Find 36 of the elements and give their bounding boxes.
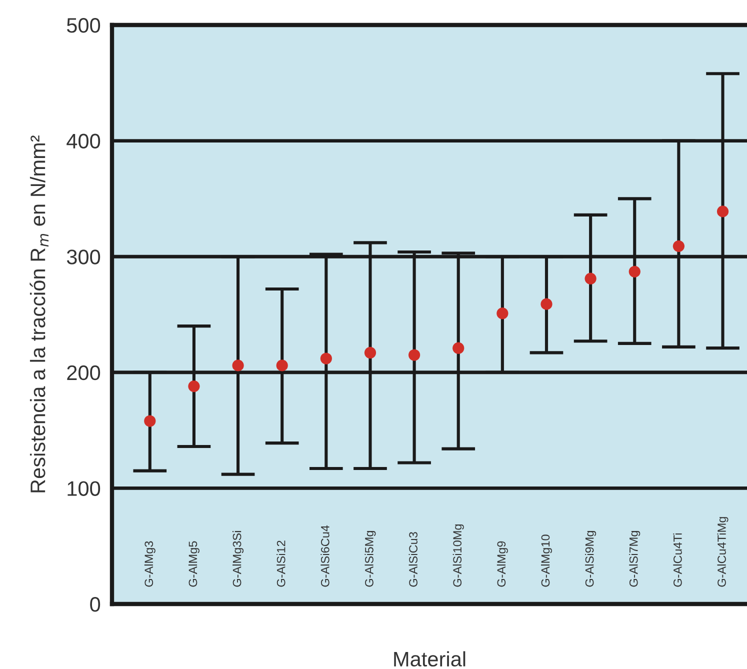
x-tick-label: G-AlSi10Mg	[452, 524, 464, 587]
x-axis-title: Material	[394, 651, 466, 667]
point	[584, 272, 596, 284]
x-tick-label: G-AlSi5Mg	[364, 531, 376, 587]
point	[452, 342, 464, 354]
x-tick-label: G-AlSiCu3	[408, 532, 418, 587]
point	[144, 415, 156, 427]
x-tick-label: G-AlSi6Cu4	[320, 525, 330, 587]
point	[716, 206, 729, 218]
y-axis-title: Resistencia a la tracción R$_{m}$ en N/mm²	[30, 136, 48, 492]
point	[628, 266, 640, 278]
x-tick-label: G-AlSi12	[276, 540, 286, 587]
point	[188, 380, 200, 392]
x-tick-label: G-AlMg9	[496, 541, 508, 587]
point	[540, 298, 552, 310]
y-tick-label: 100	[68, 481, 100, 496]
point	[320, 352, 332, 364]
y-tick-label: 200	[67, 365, 100, 380]
point	[672, 240, 685, 252]
point	[408, 349, 420, 361]
point	[276, 360, 288, 372]
y-tick-label: 300	[66, 250, 100, 264]
y-tick-label: 500	[66, 18, 100, 33]
x-tick-label: G-AlCu4TiMg	[717, 517, 728, 587]
y-tick-label: 0	[90, 597, 100, 612]
x-tick-label: G-AlMg3	[144, 541, 156, 587]
point	[364, 346, 376, 359]
x-tick-label: G-AlMg5	[188, 541, 200, 587]
x-tick-label: G-AlSi9Mg	[585, 531, 596, 587]
x-tick-label: G-AlSi7Mg	[629, 531, 640, 587]
x-tick-label: G-AlMg10	[540, 534, 552, 587]
y-tick-label: 400	[66, 134, 100, 149]
x-tick-label: G-AlMg3Si	[232, 531, 244, 587]
point	[232, 360, 244, 372]
x-tick-label: G-AlCu4Ti	[673, 533, 682, 587]
point	[496, 308, 508, 320]
